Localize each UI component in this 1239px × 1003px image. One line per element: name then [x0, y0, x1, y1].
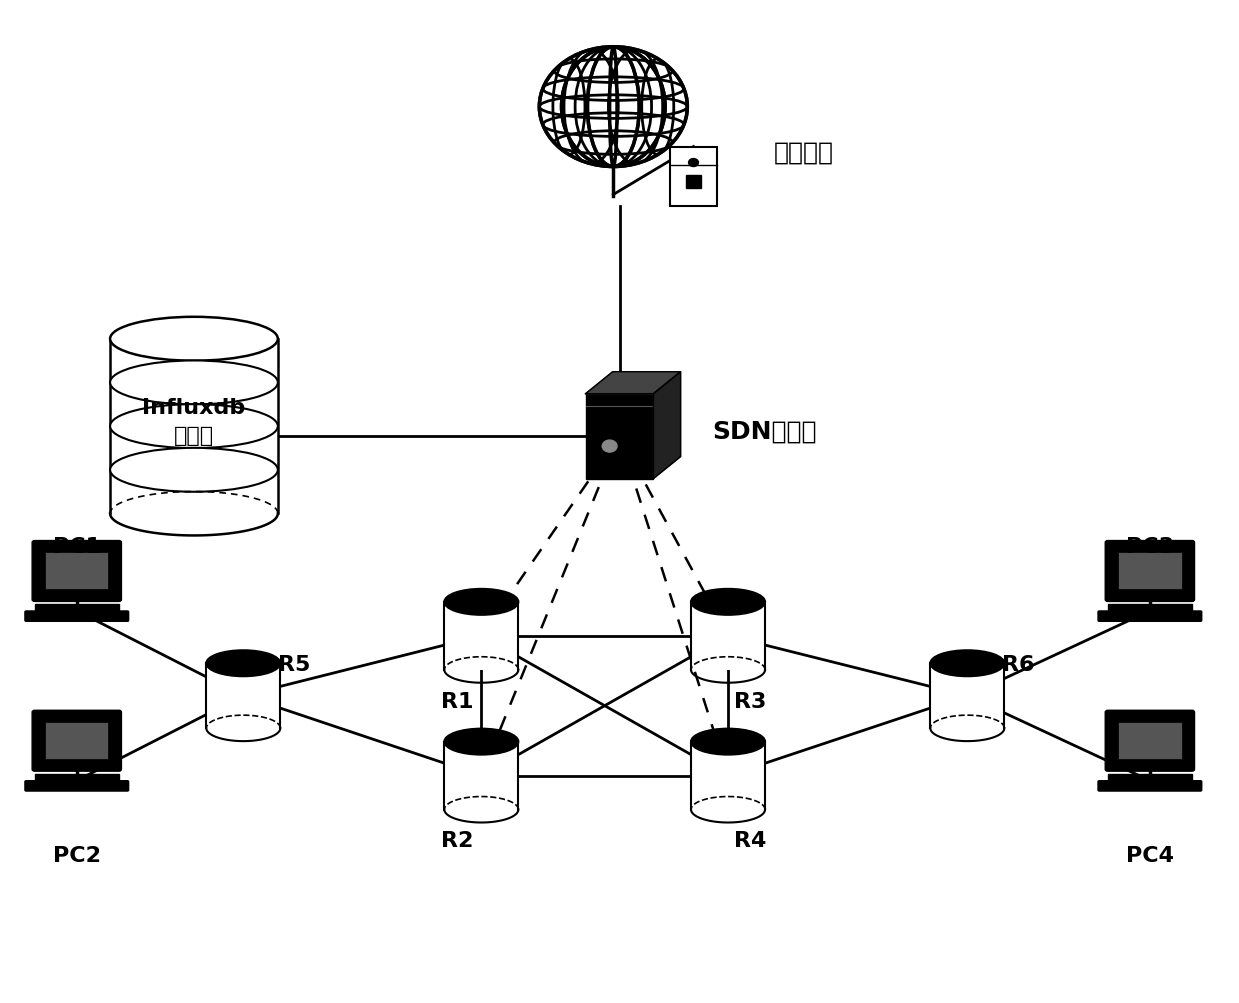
- Text: R6: R6: [1002, 654, 1035, 674]
- Bar: [1108, 605, 1192, 611]
- Text: R5: R5: [278, 654, 310, 674]
- Bar: [35, 774, 119, 780]
- Ellipse shape: [691, 590, 764, 615]
- Bar: [445, 742, 518, 809]
- Polygon shape: [653, 372, 680, 479]
- Bar: [686, 176, 701, 190]
- Bar: [207, 664, 280, 728]
- Circle shape: [602, 440, 617, 452]
- Text: PC2: PC2: [53, 846, 100, 866]
- Text: PC4: PC4: [1126, 846, 1173, 866]
- Bar: [45, 722, 109, 759]
- Text: 管理终端: 管理终端: [773, 140, 834, 164]
- Bar: [1119, 722, 1182, 759]
- Ellipse shape: [691, 729, 764, 755]
- Bar: [45, 553, 109, 590]
- Bar: [691, 602, 764, 670]
- Ellipse shape: [110, 405, 278, 448]
- Ellipse shape: [207, 651, 280, 677]
- Bar: [586, 394, 653, 479]
- FancyBboxPatch shape: [1105, 710, 1194, 771]
- FancyBboxPatch shape: [1098, 612, 1202, 622]
- Ellipse shape: [445, 729, 518, 755]
- Circle shape: [689, 159, 699, 168]
- Text: PC1: PC1: [53, 537, 100, 557]
- Bar: [670, 147, 717, 208]
- Circle shape: [539, 48, 688, 168]
- Text: R1: R1: [441, 691, 473, 711]
- Ellipse shape: [110, 318, 278, 361]
- Text: R4: R4: [735, 830, 767, 851]
- Text: R3: R3: [735, 691, 767, 711]
- Ellipse shape: [110, 448, 278, 492]
- Polygon shape: [586, 372, 680, 394]
- FancyBboxPatch shape: [25, 612, 129, 622]
- Bar: [691, 742, 764, 809]
- Ellipse shape: [445, 590, 518, 615]
- FancyBboxPatch shape: [32, 710, 121, 771]
- Text: PC3: PC3: [1126, 537, 1173, 557]
- Ellipse shape: [110, 361, 278, 405]
- FancyBboxPatch shape: [1098, 781, 1202, 791]
- Text: SDN控制器: SDN控制器: [712, 419, 817, 443]
- FancyBboxPatch shape: [25, 781, 129, 791]
- Bar: [1108, 774, 1192, 780]
- Ellipse shape: [930, 651, 1005, 677]
- Bar: [1119, 553, 1182, 590]
- Bar: [110, 339, 278, 514]
- FancyBboxPatch shape: [1105, 541, 1194, 602]
- Bar: [35, 605, 119, 611]
- FancyBboxPatch shape: [32, 541, 121, 602]
- Bar: [930, 664, 1005, 728]
- Text: Influxdb
数据库: Influxdb 数据库: [142, 398, 245, 445]
- Text: R2: R2: [441, 830, 473, 851]
- Bar: [445, 602, 518, 670]
